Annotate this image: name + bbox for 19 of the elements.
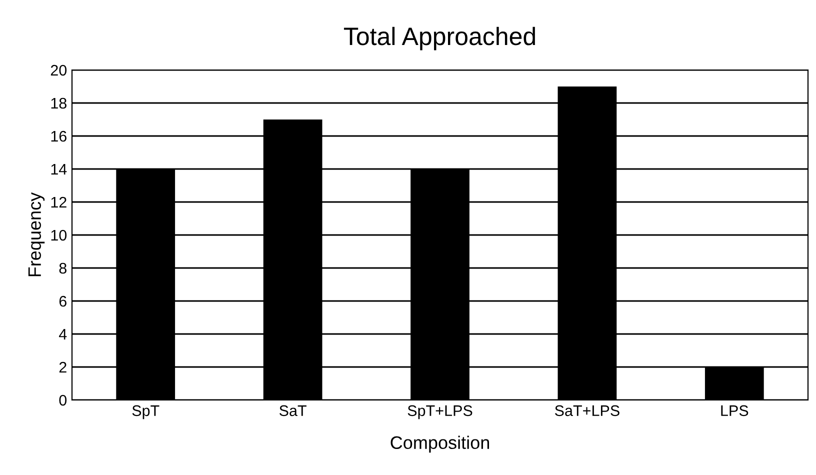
y-tick-label: 10 [51, 230, 67, 241]
y-axis-title: Frequency [28, 192, 45, 276]
y-tick-label: 6 [59, 296, 66, 307]
y-tick-label: 4 [58, 329, 67, 340]
y-tick-label: 12 [51, 196, 66, 208]
x-tick-label: SpT [132, 405, 160, 420]
x-tick-label: SaT [279, 405, 306, 416]
y-tick-label: 14 [51, 164, 67, 175]
x-tick-label: SpT+LPS [408, 405, 472, 420]
y-tick-label: 20 [50, 64, 67, 76]
x-axis-title: Composition [390, 436, 490, 453]
chart-title: Total Approached [344, 26, 535, 50]
y-tick-label: 0 [59, 394, 67, 406]
y-tick-label: 2 [59, 362, 66, 373]
y-tick-label: 16 [51, 130, 66, 142]
x-tick-label: LPS [721, 405, 748, 416]
x-tick-label: SaT+LPS [554, 405, 620, 416]
y-tick-label: 8 [59, 262, 66, 274]
y-tick-label: 18 [51, 98, 66, 109]
